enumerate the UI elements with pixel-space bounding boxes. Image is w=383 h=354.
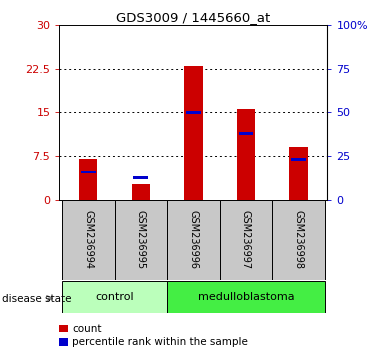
Text: GSM236998: GSM236998 [293,210,304,269]
Text: percentile rank within the sample: percentile rank within the sample [72,337,248,347]
Bar [184,66,203,200]
Bar [62,281,167,313]
Bar [289,147,308,200]
Bar [115,200,167,280]
Bar [132,184,150,200]
Bar [167,281,325,313]
Bar [167,200,220,280]
Bar [291,158,306,161]
Text: GSM236994: GSM236994 [83,210,93,269]
Bar [79,159,98,200]
Bar [220,200,272,280]
Bar [272,200,325,280]
Text: control: control [95,292,134,302]
Bar [239,132,253,135]
Title: GDS3009 / 1445660_at: GDS3009 / 1445660_at [116,11,270,24]
Text: medulloblastoma: medulloblastoma [198,292,294,302]
Bar [186,111,201,114]
Bar [134,176,148,179]
Bar [62,200,115,280]
Text: GSM236997: GSM236997 [241,210,251,269]
Text: disease state: disease state [2,294,71,304]
Text: count: count [72,324,102,333]
Bar [237,109,255,200]
Text: GSM236996: GSM236996 [188,210,198,269]
Bar [81,171,96,173]
Text: GSM236995: GSM236995 [136,210,146,269]
